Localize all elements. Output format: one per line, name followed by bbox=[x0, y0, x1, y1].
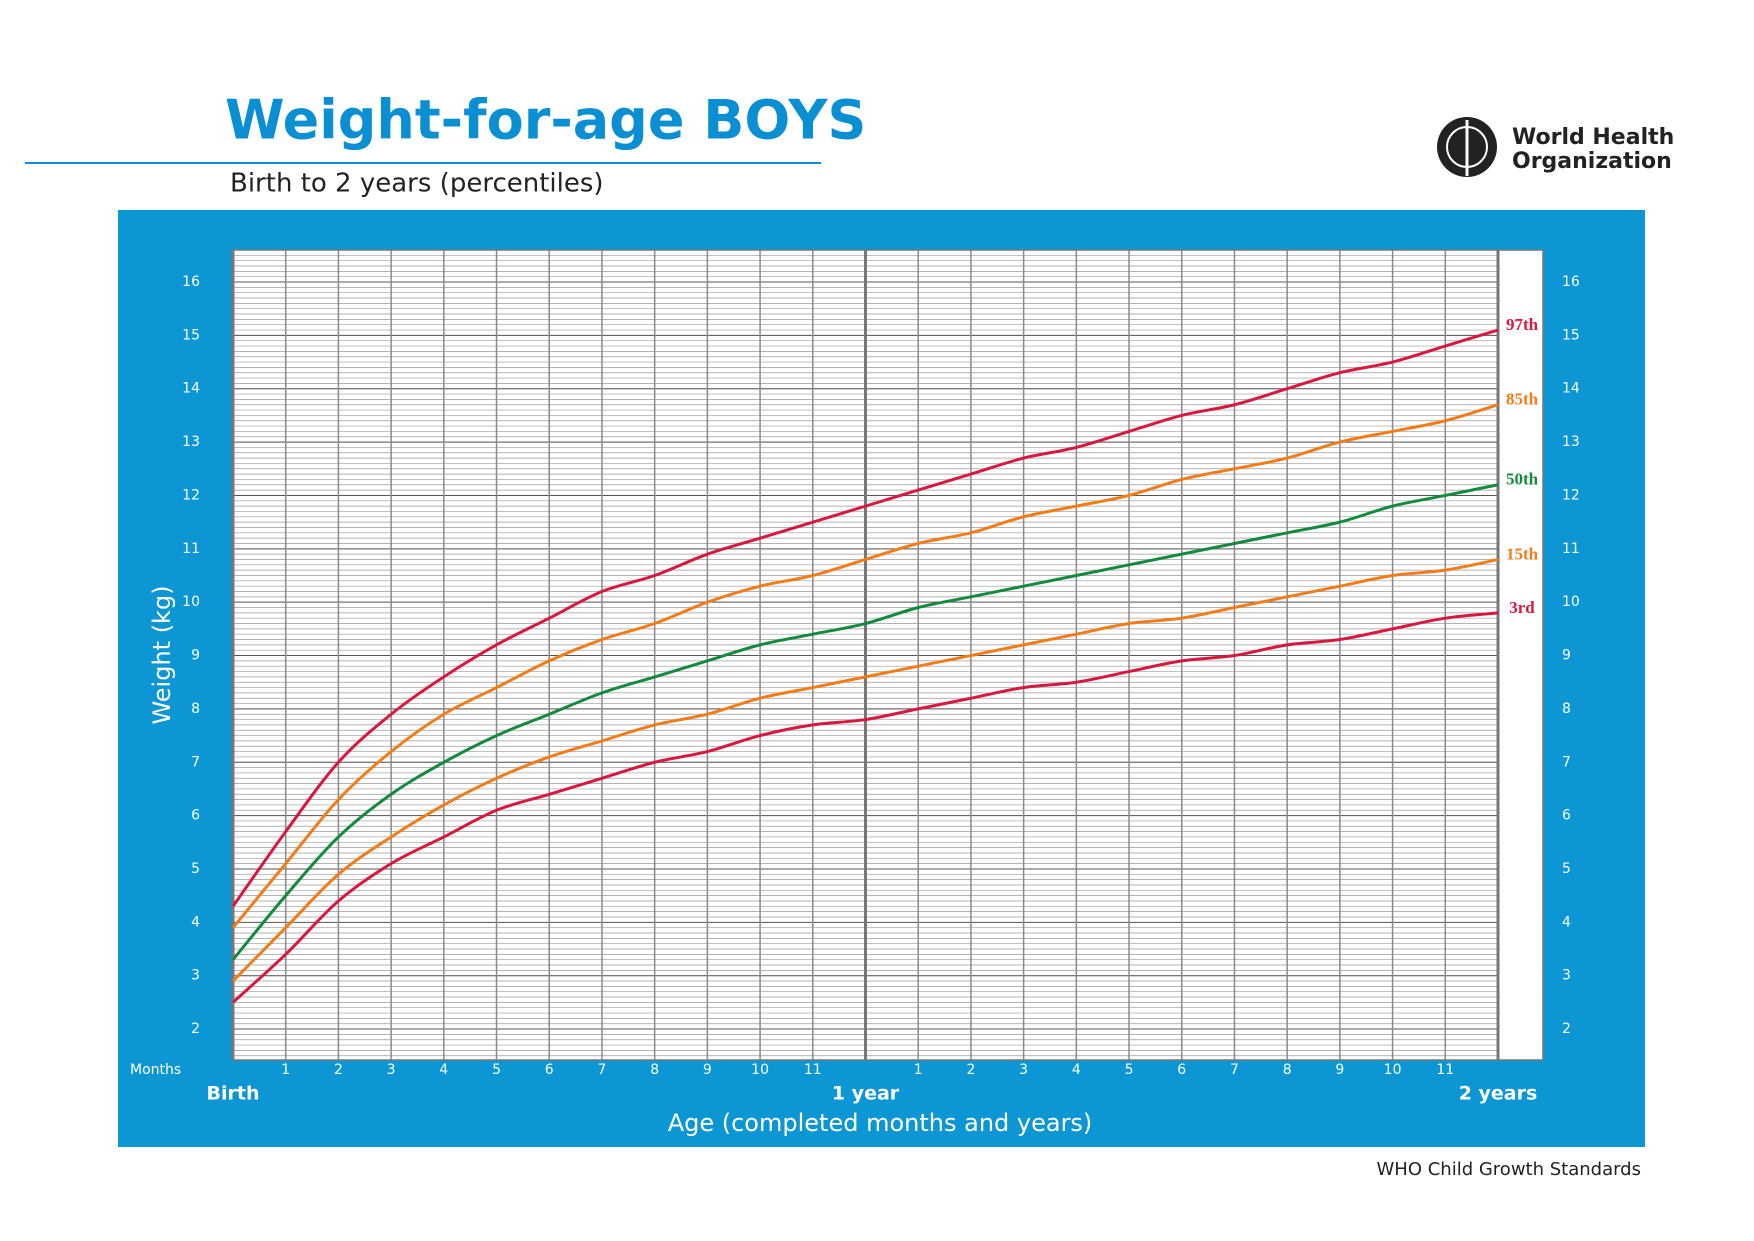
legend-label: 3rd bbox=[1509, 598, 1535, 617]
y-tick-label: 11 bbox=[182, 541, 200, 557]
x-tick-label: 8 bbox=[1283, 1062, 1292, 1078]
y-tick-label-right: 15 bbox=[1562, 327, 1580, 343]
y-tick-label-right: 7 bbox=[1562, 754, 1571, 770]
y-tick-label: 13 bbox=[182, 434, 200, 450]
y-tick-label-right: 5 bbox=[1562, 861, 1571, 877]
x-tick-label: 2 bbox=[334, 1062, 343, 1078]
x-tick-label: 6 bbox=[545, 1062, 554, 1078]
y-tick-label: 9 bbox=[191, 648, 200, 664]
y-tick-label: 16 bbox=[182, 274, 200, 290]
subtitle: Birth to 2 years (percentiles) bbox=[230, 169, 604, 199]
y-tick-label-right: 3 bbox=[1562, 968, 1571, 984]
title: Weight-for-age BOYS bbox=[225, 89, 866, 152]
legend-label: 50th bbox=[1506, 470, 1539, 489]
y-tick-label: 10 bbox=[182, 594, 200, 610]
logo: World Health Organization bbox=[1437, 117, 1674, 177]
y-tick-label: 3 bbox=[191, 968, 200, 984]
y-tick-label: 2 bbox=[191, 1021, 200, 1037]
footer: WHO Child Growth Standards bbox=[1377, 1159, 1642, 1180]
x-tick-label: 5 bbox=[1125, 1062, 1134, 1078]
x-tick-label: 7 bbox=[1230, 1062, 1239, 1078]
grid bbox=[231, 249, 1544, 1061]
y-tick-label: 8 bbox=[191, 701, 200, 717]
x-tick-label: 2 bbox=[966, 1062, 975, 1078]
y-tick-label: 5 bbox=[191, 861, 200, 877]
x-unit-label: Months bbox=[130, 1062, 181, 1078]
x-tick-label: 4 bbox=[1072, 1062, 1081, 1078]
y-axis-title: Weight (kg) bbox=[148, 585, 176, 724]
x-tick-label: 6 bbox=[1177, 1062, 1186, 1078]
x-tick-label: 8 bbox=[650, 1062, 659, 1078]
plot-border bbox=[232, 249, 1544, 1061]
y-tick-label-right: 12 bbox=[1562, 487, 1580, 503]
y-tick-label: 15 bbox=[182, 327, 200, 343]
y-tick-label: 12 bbox=[182, 487, 200, 503]
legend-label: 85th bbox=[1506, 390, 1539, 409]
y-tick-label-right: 14 bbox=[1562, 381, 1580, 397]
y-tick-label-right: 8 bbox=[1562, 701, 1571, 717]
x-tick-label: 5 bbox=[492, 1062, 501, 1078]
legend-label: 97th bbox=[1506, 315, 1539, 334]
y-tick-label-right: 4 bbox=[1562, 914, 1571, 930]
x-tick-label: 11 bbox=[804, 1062, 822, 1078]
y-tick-label-right: 6 bbox=[1562, 808, 1571, 824]
x-tick-label: 11 bbox=[1436, 1062, 1454, 1078]
x-tick-label: 3 bbox=[1019, 1062, 1028, 1078]
x-milestone-label: 1 year bbox=[832, 1083, 900, 1105]
percentile-line bbox=[231, 611, 1499, 1004]
x-milestone-label: 2 years bbox=[1459, 1083, 1538, 1105]
y-tick-label-right: 13 bbox=[1562, 434, 1580, 450]
y-tick-label-right: 2 bbox=[1562, 1021, 1571, 1037]
y-tick-label: 14 bbox=[182, 381, 200, 397]
x-tick-label: 10 bbox=[751, 1062, 769, 1078]
percentile-line bbox=[231, 328, 1499, 908]
x-tick-label: 9 bbox=[703, 1062, 712, 1078]
legend-label: 15th bbox=[1506, 544, 1539, 563]
percentile-line bbox=[231, 483, 1499, 961]
lines bbox=[231, 328, 1499, 1004]
x-tick-label: 3 bbox=[387, 1062, 396, 1078]
logo-text: Organization bbox=[1512, 149, 1672, 174]
logo-text: World Health bbox=[1512, 125, 1674, 150]
y-tick-label-right: 11 bbox=[1562, 541, 1580, 557]
x-axis-title: Age (completed months and years) bbox=[668, 1109, 1093, 1137]
x-milestone-label: Birth bbox=[207, 1083, 260, 1105]
x-tick-label: 4 bbox=[439, 1062, 448, 1078]
y-tick-label: 7 bbox=[191, 754, 200, 770]
plot-area bbox=[232, 249, 1544, 1061]
x-tick-label: 1 bbox=[281, 1062, 290, 1078]
percentile-line bbox=[231, 403, 1499, 929]
x-tick-label: 10 bbox=[1384, 1062, 1402, 1078]
y-tick-label-right: 10 bbox=[1562, 594, 1580, 610]
y-tick-label: 4 bbox=[191, 914, 200, 930]
percentile-line bbox=[231, 558, 1499, 983]
x-tick-label: 7 bbox=[597, 1062, 606, 1078]
x-tick-label: 1 bbox=[914, 1062, 923, 1078]
x-tick-label: 9 bbox=[1335, 1062, 1344, 1078]
y-tick-label-right: 16 bbox=[1562, 274, 1580, 290]
y-tick-label-right: 9 bbox=[1562, 648, 1571, 664]
y-tick-label: 6 bbox=[191, 808, 200, 824]
